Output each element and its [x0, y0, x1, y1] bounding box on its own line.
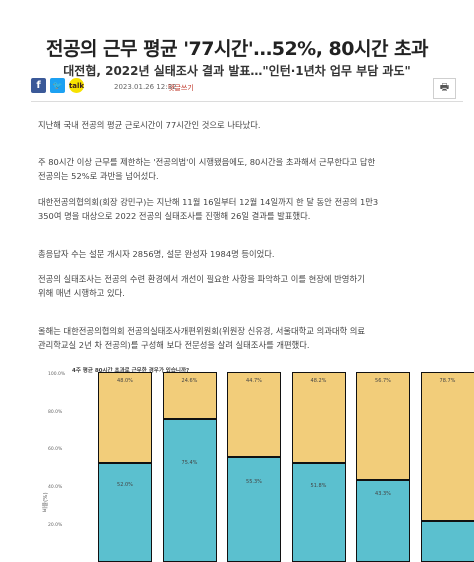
comment-link[interactable]: 댓글쓰기	[168, 83, 194, 93]
paragraph-1: 지난해 국내 전공의 평균 근로시간이 77시간인 것으로 나타났다.	[38, 118, 462, 132]
data-label-bottom: 43.3%	[356, 491, 410, 497]
bar-segment-bottom	[227, 457, 281, 562]
paragraph-line: 총응답자 수는 설문 개시자 2856명, 설문 완성자 1984명 등이었다.	[38, 247, 462, 261]
bar-segment-bottom	[163, 419, 217, 562]
article-title: 전공의 근무 평균 '77시간'…52%, 80시간 초과	[0, 34, 474, 61]
facebook-icon[interactable]: f	[31, 78, 46, 93]
paragraph-line: 전공의는 52%로 과반을 넘어섰다.	[38, 169, 462, 183]
share-bar: f 🐦 talk 2023.01.26 12:32 댓글쓰기 🖶	[31, 78, 463, 99]
y-tick-label: 80.0%	[48, 410, 62, 415]
paragraph-line: 관리학교실 2년 차 전공의)를 구성해 보다 전문성을 살려 실태조사를 개편…	[38, 338, 462, 352]
data-label-top: 48.2%	[292, 378, 346, 384]
paragraph-4: 총응답자 수는 설문 개시자 2856명, 설문 완성자 1984명 등이었다.	[38, 247, 462, 261]
bar-segment-top	[292, 372, 346, 463]
data-label-top: 24.6%	[163, 378, 217, 384]
y-tick-label: 20.0%	[48, 523, 62, 528]
bar-4: 48.2% 51.8%	[292, 372, 346, 562]
kakao-icon[interactable]: talk	[69, 78, 84, 93]
paragraph-line: 주 80시간 이상 근무를 제한하는 '전공의법'이 시행됐음에도, 80시간을…	[38, 155, 462, 169]
data-label-bottom: 55.3%	[227, 479, 281, 485]
paragraph-2: 주 80시간 이상 근무를 제한하는 '전공의법'이 시행됐음에도, 80시간을…	[38, 155, 462, 183]
data-label-bottom: 52.0%	[98, 482, 152, 488]
bar-3: 44.7% 55.3%	[227, 372, 281, 562]
bar-segment-top	[356, 372, 410, 480]
data-label-top: 48.0%	[98, 378, 152, 384]
y-tick-label: 60.0%	[48, 447, 62, 452]
paragraph-5: 전공의 실태조사는 전공의 수련 환경에서 개선이 필요한 사항을 파악하고 이…	[38, 272, 462, 300]
paragraph-6: 올해는 대한전공의협의회 전공의실태조사개편위원회(위원장 신유경, 서울대학교…	[38, 324, 462, 352]
printer-icon[interactable]: 🖶	[433, 78, 456, 99]
paragraph-line: 전공의 실태조사는 전공의 수련 환경에서 개선이 필요한 사항을 파악하고 이…	[38, 272, 462, 286]
stacked-bar-chart: 4주 평균 80시간 초과로 근무한 경우가 있습니까? 비율(%) 100.0…	[38, 362, 474, 542]
data-label-top: 78.7%	[421, 378, 474, 384]
bar-segment-bottom	[98, 463, 152, 562]
paragraph-line: 지난해 국내 전공의 평균 근로시간이 77시간인 것으로 나타났다.	[38, 118, 462, 132]
paragraph-3: 대한전공의협의회(회장 강민구)는 지난해 11월 16일부터 12월 14일까…	[38, 195, 462, 223]
twitter-icon[interactable]: 🐦	[50, 78, 65, 93]
bar-1: 48.0% 52.0%	[98, 372, 152, 562]
paragraph-line: 대한전공의협의회(회장 강민구)는 지난해 11월 16일부터 12월 14일까…	[38, 195, 462, 209]
article-subtitle: 대전협, 2022년 실태조사 결과 발표…"인턴·1년차 업무 부담 과도"	[0, 62, 474, 79]
y-axis-label: 비율(%)	[41, 492, 49, 512]
y-tick-label: 100.0%	[48, 372, 65, 377]
bar-segment-bottom	[292, 463, 346, 561]
bar-2: 24.6% 75.4%	[163, 372, 217, 562]
y-tick-label: 40.0%	[48, 485, 62, 490]
bar-segment-top	[98, 372, 152, 463]
data-label-bottom: 75.4%	[163, 460, 217, 466]
divider	[31, 101, 463, 102]
bar-6: 78.7%	[421, 372, 474, 562]
paragraph-line: 위해 매년 시행하고 있다.	[38, 286, 462, 300]
data-label-top: 56.7%	[356, 378, 410, 384]
data-label-top: 44.7%	[227, 378, 281, 384]
paragraph-line: 올해는 대한전공의협의회 전공의실태조사개편위원회(위원장 신유경, 서울대학교…	[38, 324, 462, 338]
data-label-bottom: 51.8%	[292, 483, 346, 489]
bar-segment-top	[421, 372, 474, 521]
paragraph-line: 350여 명을 대상으로 2022 전공의 실태조사를 진행해 26일 결과를 …	[38, 209, 462, 223]
bar-5: 56.7% 43.3%	[356, 372, 410, 562]
bar-segment-top	[227, 372, 281, 457]
